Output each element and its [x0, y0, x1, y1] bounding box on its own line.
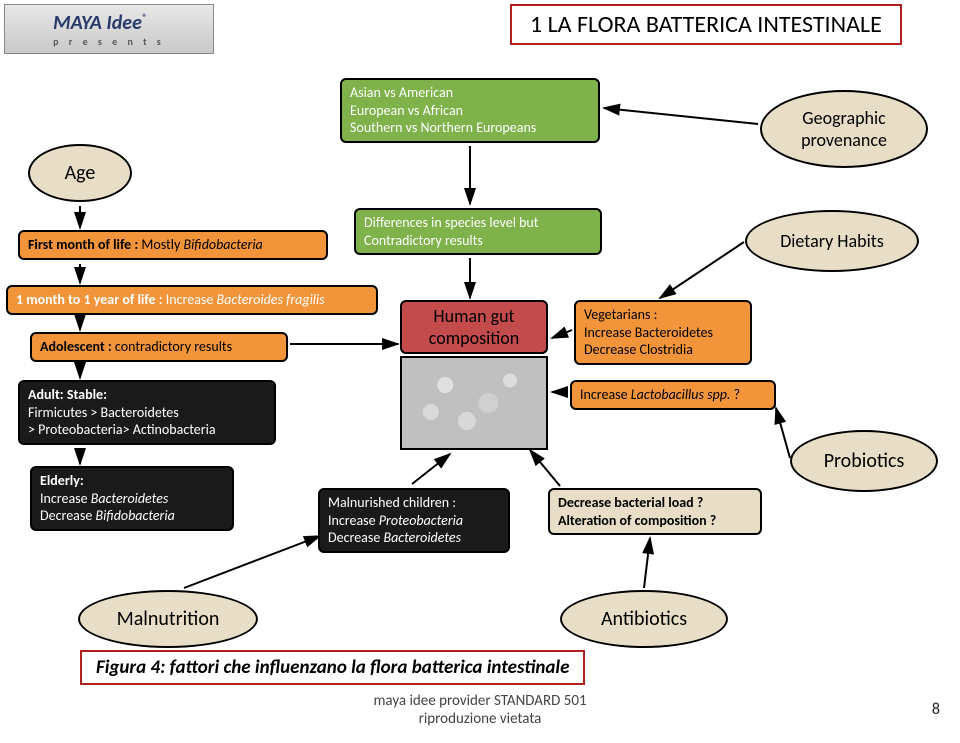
ellipse-age: Age — [28, 144, 132, 202]
footer-line2: riproduzione vietata — [419, 710, 542, 728]
slide-title: 1 LA FLORA BATTERICA INTESTINALE — [510, 4, 902, 45]
box-age4: Adult: Stable:Firmicutes > Bacteroidetes… — [18, 380, 276, 445]
box-geo1: Asian vs AmericanEuropean vs AfricanSout… — [340, 78, 600, 143]
logo-badge: MAYA Idee® p r e s e n t s — [4, 4, 214, 54]
center-human-gut: Human gutcomposition — [400, 300, 548, 354]
logo-brand: MAYA Idee — [53, 11, 142, 35]
box-age5: Elderly:Increase BacteroidetesDecrease B… — [30, 466, 234, 531]
box-age1: First month of life : Mostly Bifidobacte… — [18, 230, 328, 260]
ellipse-geo: Geographicprovenance — [760, 90, 928, 168]
box-age2: 1 month to 1 year of life : Increase Bac… — [6, 285, 378, 315]
diagram-canvas: Human gutcomposition Age Geographicprovena… — [0, 60, 960, 650]
ellipse-diet: Dietary Habits — [745, 210, 919, 272]
center-micrograph — [400, 356, 548, 450]
box-age3: Adolescent : contradictory results — [30, 332, 288, 362]
ellipse-maln: Malnutrition — [78, 590, 258, 648]
figure-caption: Figura 4: fattori che influenzano la flo… — [80, 650, 585, 685]
ellipse-anti: Antibiotics — [560, 590, 728, 648]
ellipse-prob: Probiotics — [790, 430, 938, 492]
footer-text: maya idee provider STANDARD 501 riproduz… — [0, 692, 960, 728]
logo-sub: p r e s e n t s — [53, 35, 165, 48]
box-anti1: Decrease bacterial load ?Alteration of c… — [548, 488, 762, 535]
box-geo2: Differences in species level butContradi… — [354, 208, 602, 255]
footer-line1: maya idee provider STANDARD 501 — [373, 692, 586, 710]
box-diet1: Vegetarians :Increase BacteroidetesDecre… — [574, 300, 752, 365]
box-prob1: Increase Lactobacillus spp. ? — [570, 380, 776, 410]
box-maln1: Malnurished children :Increase Proteobac… — [318, 488, 510, 553]
page-number: 8 — [932, 700, 940, 719]
